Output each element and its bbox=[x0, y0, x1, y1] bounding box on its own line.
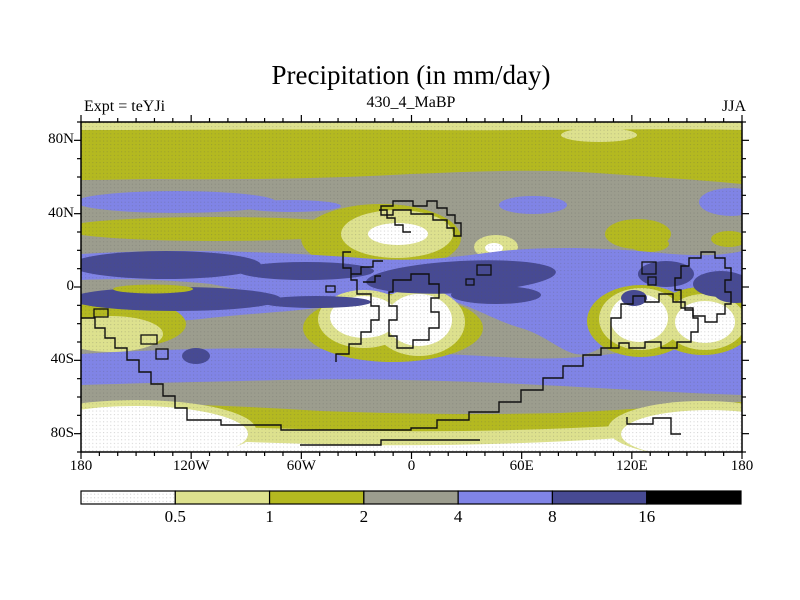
season-label: JJA bbox=[721, 98, 746, 115]
page-title: Precipitation (in mm/day) bbox=[271, 60, 551, 90]
coastline-seasia-block bbox=[674, 251, 732, 323]
colorbar-label-0.5: 0.5 bbox=[164, 507, 186, 526]
x-tick-label-120W: 120W bbox=[172, 458, 210, 474]
coastline-antarctic-fragment-e bbox=[626, 417, 681, 435]
island-box-2 bbox=[155, 348, 169, 360]
colorbar-label-1: 1 bbox=[265, 507, 274, 526]
coastline-nw-diagonal bbox=[379, 209, 411, 233]
colorbar-label-16: 16 bbox=[638, 507, 656, 526]
island-box-4 bbox=[325, 285, 336, 293]
colorbar-segment-4-8 bbox=[457, 490, 554, 505]
x-tick-label-60E: 60E bbox=[509, 458, 534, 474]
x-tick-label-0: 0 bbox=[407, 458, 416, 474]
island-box-7 bbox=[641, 261, 657, 275]
map-area bbox=[80, 121, 743, 453]
y-tick-label-80N: 80N bbox=[48, 131, 74, 148]
x-tick-label-180: 180 bbox=[730, 458, 754, 474]
colorbar-segment-2-4 bbox=[363, 490, 459, 505]
experiment-label: Expt = teYJi bbox=[84, 98, 166, 115]
coastline-fragment-2 bbox=[363, 275, 381, 283]
x-tick-label-180: 180 bbox=[69, 458, 93, 474]
coastline-gondwana bbox=[81, 317, 611, 431]
colorbar-segment-8-16 bbox=[551, 490, 648, 505]
coastline-fragment-1 bbox=[351, 260, 383, 275]
island-box-8 bbox=[647, 276, 657, 286]
x-tick-label-60W: 60W bbox=[286, 458, 316, 474]
y-tick-label-80S: 80S bbox=[50, 424, 74, 441]
colorbar bbox=[80, 490, 742, 505]
y-tick-label-0: 0 bbox=[66, 278, 75, 294]
island-box-5 bbox=[476, 264, 492, 276]
figure-subtitle: 430_4_MaBP bbox=[366, 94, 456, 111]
colorbar-segment-1-2 bbox=[268, 490, 365, 505]
coastline-inland-sea bbox=[380, 200, 462, 237]
coastline-australia-block bbox=[610, 293, 699, 349]
stipple-texture-overlay bbox=[81, 122, 742, 452]
colorbar-segment--16 bbox=[646, 490, 742, 505]
colorbar-label-2: 2 bbox=[359, 507, 369, 526]
coastline-africa-lobe bbox=[388, 273, 440, 349]
y-tick-label-40S: 40S bbox=[50, 351, 74, 368]
colorbar-white-stipple bbox=[82, 492, 175, 503]
colorbar-segment-0.5-1 bbox=[174, 490, 271, 505]
island-box-3 bbox=[93, 308, 109, 318]
axis-ticks bbox=[74, 115, 749, 459]
coastline-east-coast bbox=[335, 251, 380, 362]
colorbar-label-4: 4 bbox=[453, 507, 463, 526]
coastline-antarctic-fragment-c bbox=[300, 439, 480, 446]
island-box-6 bbox=[465, 278, 475, 286]
colorbar-label-8: 8 bbox=[548, 507, 557, 526]
y-tick-label-40N: 40N bbox=[48, 204, 74, 221]
x-tick-label-120E: 120E bbox=[615, 458, 648, 474]
island-box-1 bbox=[140, 334, 158, 345]
